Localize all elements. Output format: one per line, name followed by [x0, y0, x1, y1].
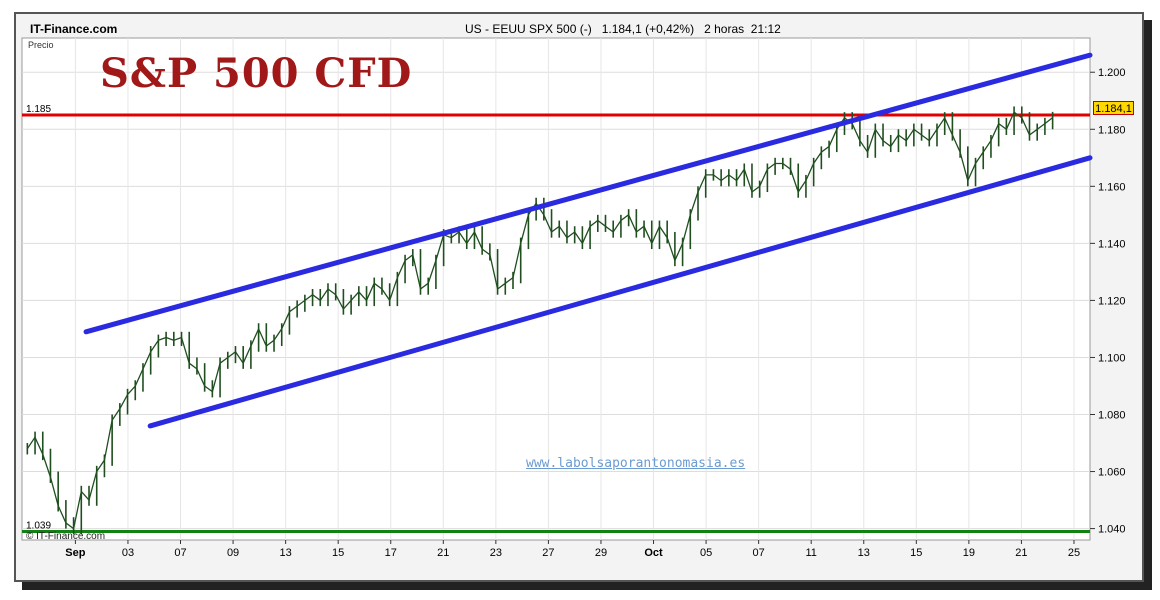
chart-title: S&P 500 CFD — [100, 50, 413, 97]
trend-channel — [83, 52, 1093, 429]
x-tick-label: 11 — [805, 547, 816, 559]
price-series — [26, 106, 1054, 535]
watermark-link[interactable]: www.labolsaporantonomasia.es — [526, 456, 746, 471]
x-tick-label: 13 — [280, 547, 292, 559]
x-tick-label: 15 — [332, 547, 344, 559]
y-tick-label: 1.160 — [1098, 181, 1126, 193]
x-tick-label: 13 — [858, 547, 870, 559]
x-tick-label: 21 — [1015, 547, 1027, 559]
x-tick-label: 07 — [174, 547, 186, 559]
channel-line — [147, 155, 1093, 429]
x-tick-label: 23 — [490, 547, 502, 559]
x-tick-label: 25 — [1068, 547, 1080, 559]
brand-name: IT-Finance.com — [30, 22, 118, 36]
y-axis-ticks: 1.040 1.060 1.080 1.100 1.120 1.140 1.160 1.180… — [1090, 67, 1126, 536]
x-tick-label: 17 — [385, 547, 397, 559]
x-tick-label: 21 — [437, 547, 449, 559]
last-price-tag: 1.184,1 — [1093, 101, 1134, 115]
price-axis-label: Precio — [28, 40, 54, 50]
copyright-text: © IT-Finance.com — [26, 531, 106, 542]
channel-line — [83, 52, 1093, 335]
y-tick-label: 1.100 — [1098, 352, 1126, 364]
x-tick-label: 07 — [753, 547, 765, 559]
instrument-header: US - EEUU SPX 500 (-) 1.184,1 (+0,42%) 2… — [465, 22, 781, 36]
x-tick-label: 27 — [542, 547, 554, 559]
x-tick-label: Oct — [644, 547, 663, 559]
plot-area — [21, 37, 1091, 541]
level-label: 1.185 — [26, 104, 51, 115]
x-tick-label: Sep — [65, 547, 85, 559]
horizontal-lines: 1.185 1.039 — [22, 104, 1090, 533]
x-tick-label: 19 — [963, 547, 975, 559]
y-tick-label: 1.040 — [1098, 524, 1126, 536]
x-tick-label: 15 — [910, 547, 922, 559]
x-tick-label: 29 — [595, 547, 607, 559]
x-tick-label: 09 — [227, 547, 239, 559]
y-tick-label: 1.180 — [1098, 124, 1126, 136]
y-tick-label: 1.120 — [1098, 295, 1126, 307]
y-tick-label: 1.140 — [1098, 238, 1126, 250]
level-label: 1.039 — [26, 520, 51, 531]
y-tick-label: 1.080 — [1098, 410, 1126, 422]
x-tick-label: 05 — [700, 547, 712, 559]
x-tick-label: 03 — [122, 547, 134, 559]
x-axis-ticks: Sep 03 07 09 13 15 17 21 23 27 29 Oct 05 07 11 13 15 19 21… — [65, 540, 1080, 559]
y-tick-label: 1.200 — [1098, 67, 1126, 79]
y-tick-label: 1.060 — [1098, 467, 1126, 479]
